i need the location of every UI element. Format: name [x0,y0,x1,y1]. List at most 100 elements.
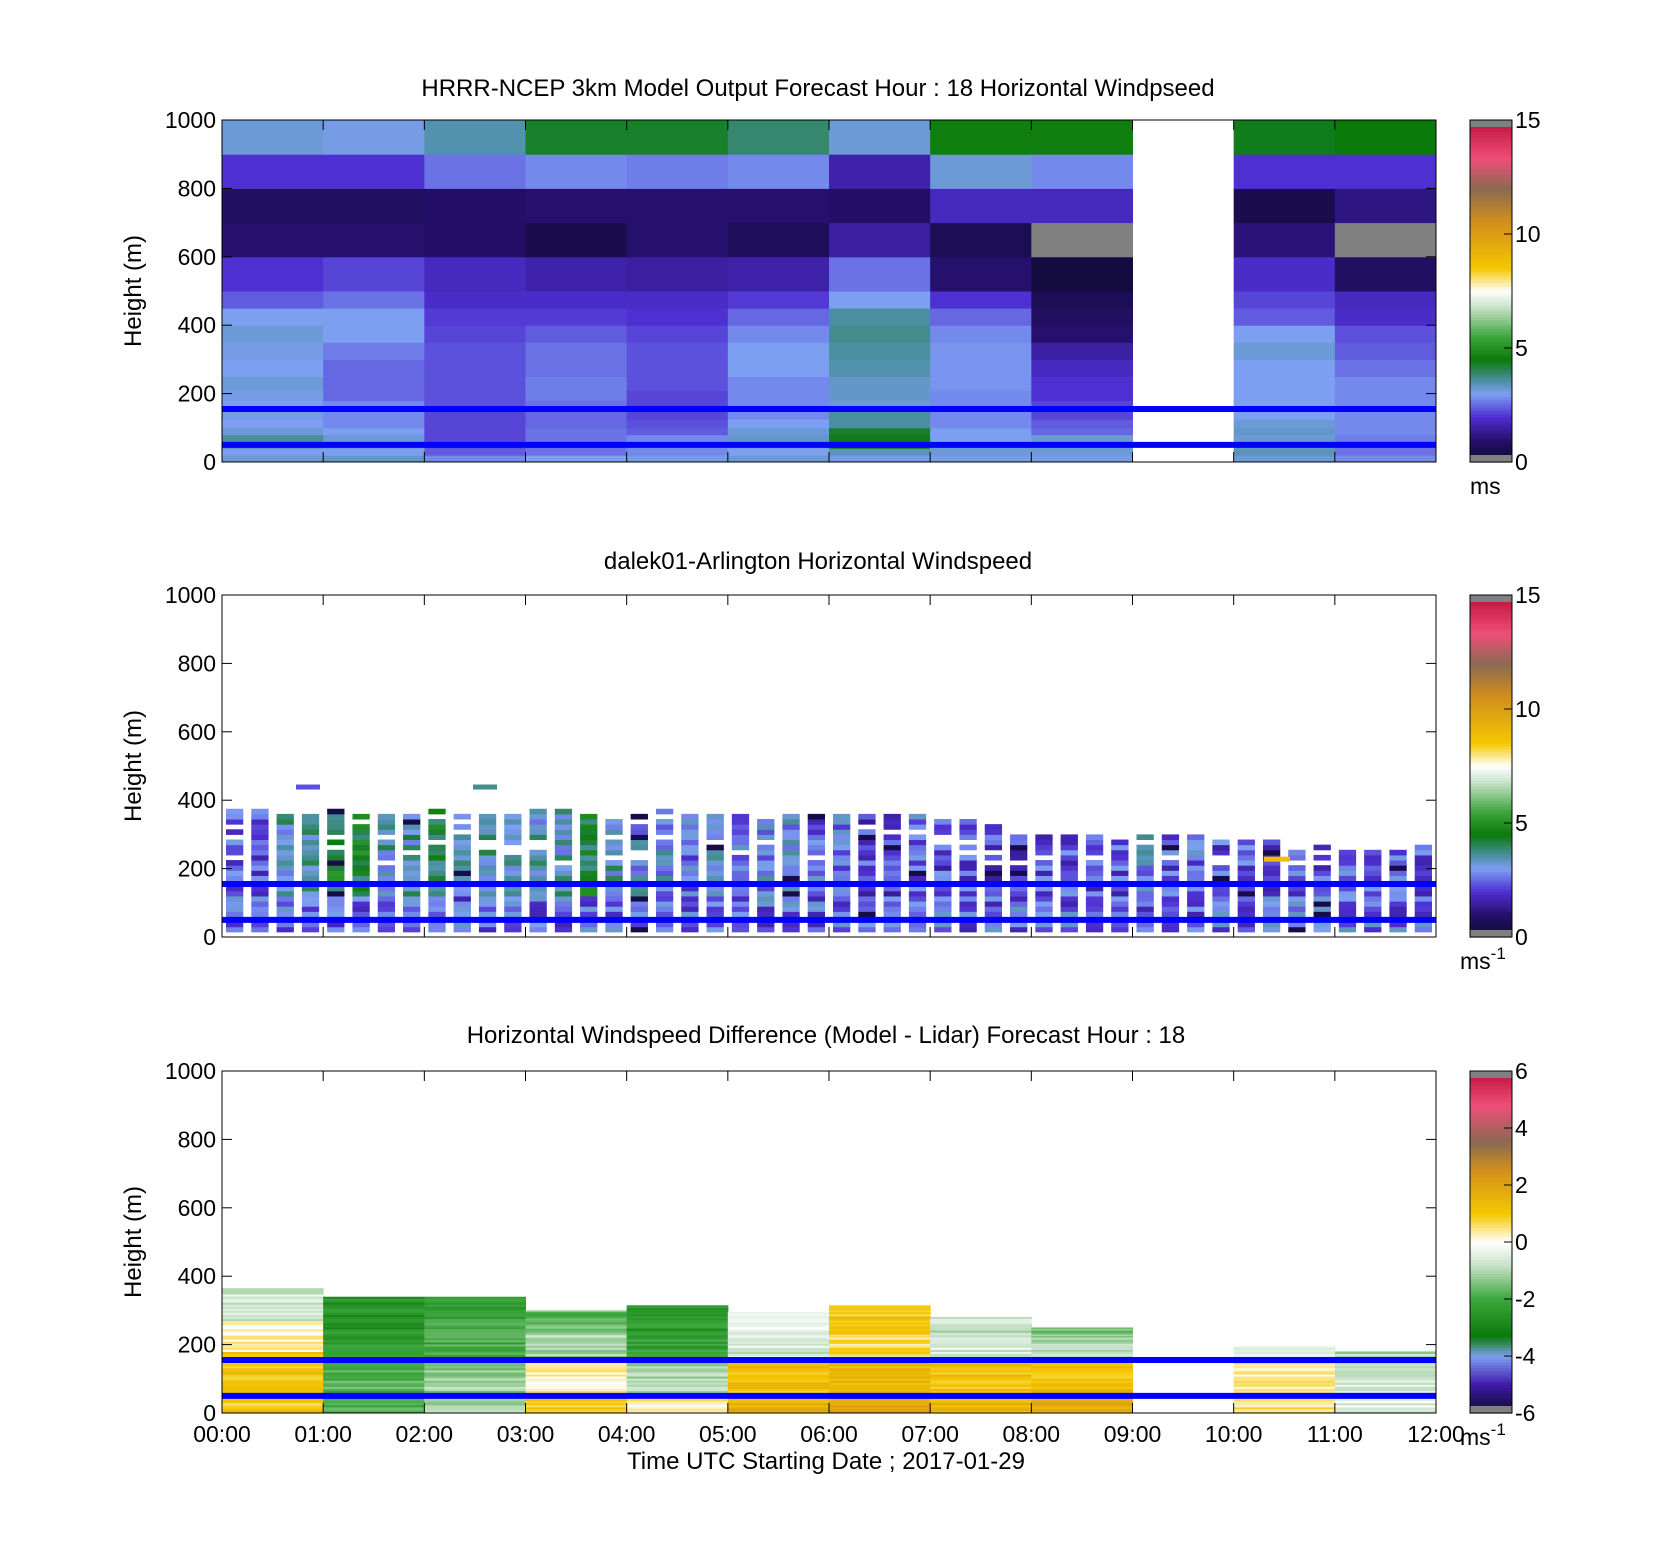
heatmap-cell [1338,875,1357,882]
heatmap-cell [424,1316,526,1320]
heatmap-cell [222,1410,324,1414]
heatmap-cell [681,819,699,825]
heatmap-cell [1389,865,1407,871]
heatmap-cell [424,455,526,463]
heatmap-cell [727,1367,830,1371]
heatmap-cell [525,1369,628,1373]
heatmap-cell [908,860,927,866]
heatmap-cell [323,1382,425,1385]
colorbar-step [1470,660,1512,664]
heatmap-cell [1237,911,1255,917]
heatmap-cell [681,911,699,917]
heatmap-cell [626,1378,729,1381]
heatmap-cell [833,901,851,907]
heatmap-cell [424,427,526,436]
colorbar-step [1470,447,1512,452]
heatmap-cell [1364,854,1382,861]
colorbar-step [1470,342,1512,346]
heatmap-cell [930,1319,1032,1323]
heatmap-cell [428,921,446,928]
heatmap-cell [525,1311,628,1315]
heatmap-cell [222,1314,324,1318]
heatmap-cell [829,1322,931,1325]
heatmap-cell [222,308,324,326]
heatmap-cell [525,1384,628,1387]
heatmap-cell [681,906,699,912]
heatmap-cell [829,427,931,436]
heatmap-cell [1313,844,1331,851]
colorbar-step [1470,612,1512,616]
colorbar-cap [1470,1071,1512,1078]
heatmap-cell [1262,901,1281,907]
heatmap-cell [807,875,825,882]
heatmap-cell [1313,926,1331,933]
colorbar-step [1470,1242,1512,1246]
heatmap-cell [1136,875,1154,882]
heatmap-cell [829,1305,931,1309]
heatmap-cell [833,854,851,861]
heatmap-cell [323,376,425,391]
heatmap-cell [706,926,724,933]
heatmap-cell [580,901,598,907]
heatmap-cell [525,120,628,155]
heatmap-cell [1111,895,1129,902]
colorbar-step [1470,1393,1512,1397]
y-tick-label: 1000 [165,107,216,133]
colorbar-step [1470,145,1512,150]
heatmap-cell [529,865,547,871]
heatmap-cell [1161,921,1180,928]
heatmap-cell [525,1408,628,1412]
heatmap-cell [782,829,800,835]
heatmap-cell [1233,1346,1336,1348]
heatmap-cell [529,819,547,825]
y-tick-label: 800 [178,175,216,201]
heatmap-cell [504,885,522,892]
heatmap-cell [1212,921,1230,928]
colorbar-step [1470,1227,1512,1232]
heatmap-cell [727,359,830,377]
heatmap-cell [605,865,623,871]
colorbar-step [1470,148,1512,152]
heatmap-cell [655,854,674,861]
heatmap-cell [1187,849,1205,856]
heatmap-cell [1237,895,1255,902]
heatmap-cell [226,885,244,892]
colorbar-step [1470,774,1512,778]
heatmap-cell [222,1339,324,1342]
heatmap-cell [377,839,396,846]
heatmap-cell [630,906,648,912]
colorbar-step [1470,1125,1512,1129]
heatmap-cell [1237,885,1255,892]
heatmap-cell [782,901,800,907]
heatmap-cell [727,1386,830,1389]
heatmap-cell [681,813,699,820]
colorbar-step [1470,1356,1512,1360]
heatmap-cell [858,839,876,846]
heatmap-cell [323,359,425,377]
heatmap-cell [782,911,800,917]
heatmap-cell [1136,834,1154,841]
heatmap-cell [1262,890,1281,897]
colorbar-step [1470,436,1512,440]
heatmap-cell [1085,926,1104,933]
heatmap-cell [352,865,370,871]
heatmap-cell [829,1349,931,1352]
colorbar-unit-exponent: -1 [1491,944,1506,963]
heatmap-cell [1111,865,1129,871]
heatmap-cell [1414,906,1432,912]
heatmap-cell [626,291,729,309]
heatmap-cell [1262,860,1281,866]
colorbar-step [1470,1128,1512,1132]
colorbar-step [1470,1085,1512,1089]
heatmap-cell [908,870,927,876]
colorbar-tick-label: 5 [1515,335,1528,361]
y-tick-label: 400 [178,312,216,338]
heatmap-cell [829,1332,931,1335]
heatmap-cell [930,1355,1032,1359]
heatmap-cell [1136,901,1154,907]
heatmap-cell [626,1404,729,1408]
heatmap-cell [525,1371,628,1375]
colorbar-tick-label: 15 [1515,107,1541,133]
heatmap-cell [1161,926,1180,933]
heatmap-cell [829,1363,931,1367]
